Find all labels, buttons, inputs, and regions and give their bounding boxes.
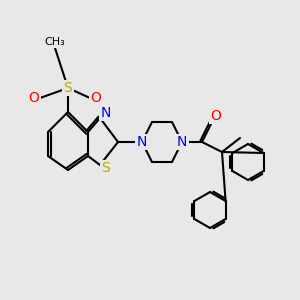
Text: N: N xyxy=(101,106,111,120)
Text: N: N xyxy=(177,135,187,149)
Text: S: S xyxy=(64,81,72,95)
Text: O: O xyxy=(91,91,101,105)
Text: S: S xyxy=(102,161,110,175)
Text: O: O xyxy=(28,91,39,105)
Text: O: O xyxy=(211,109,221,123)
Text: CH₃: CH₃ xyxy=(45,37,65,47)
Text: N: N xyxy=(137,135,147,149)
